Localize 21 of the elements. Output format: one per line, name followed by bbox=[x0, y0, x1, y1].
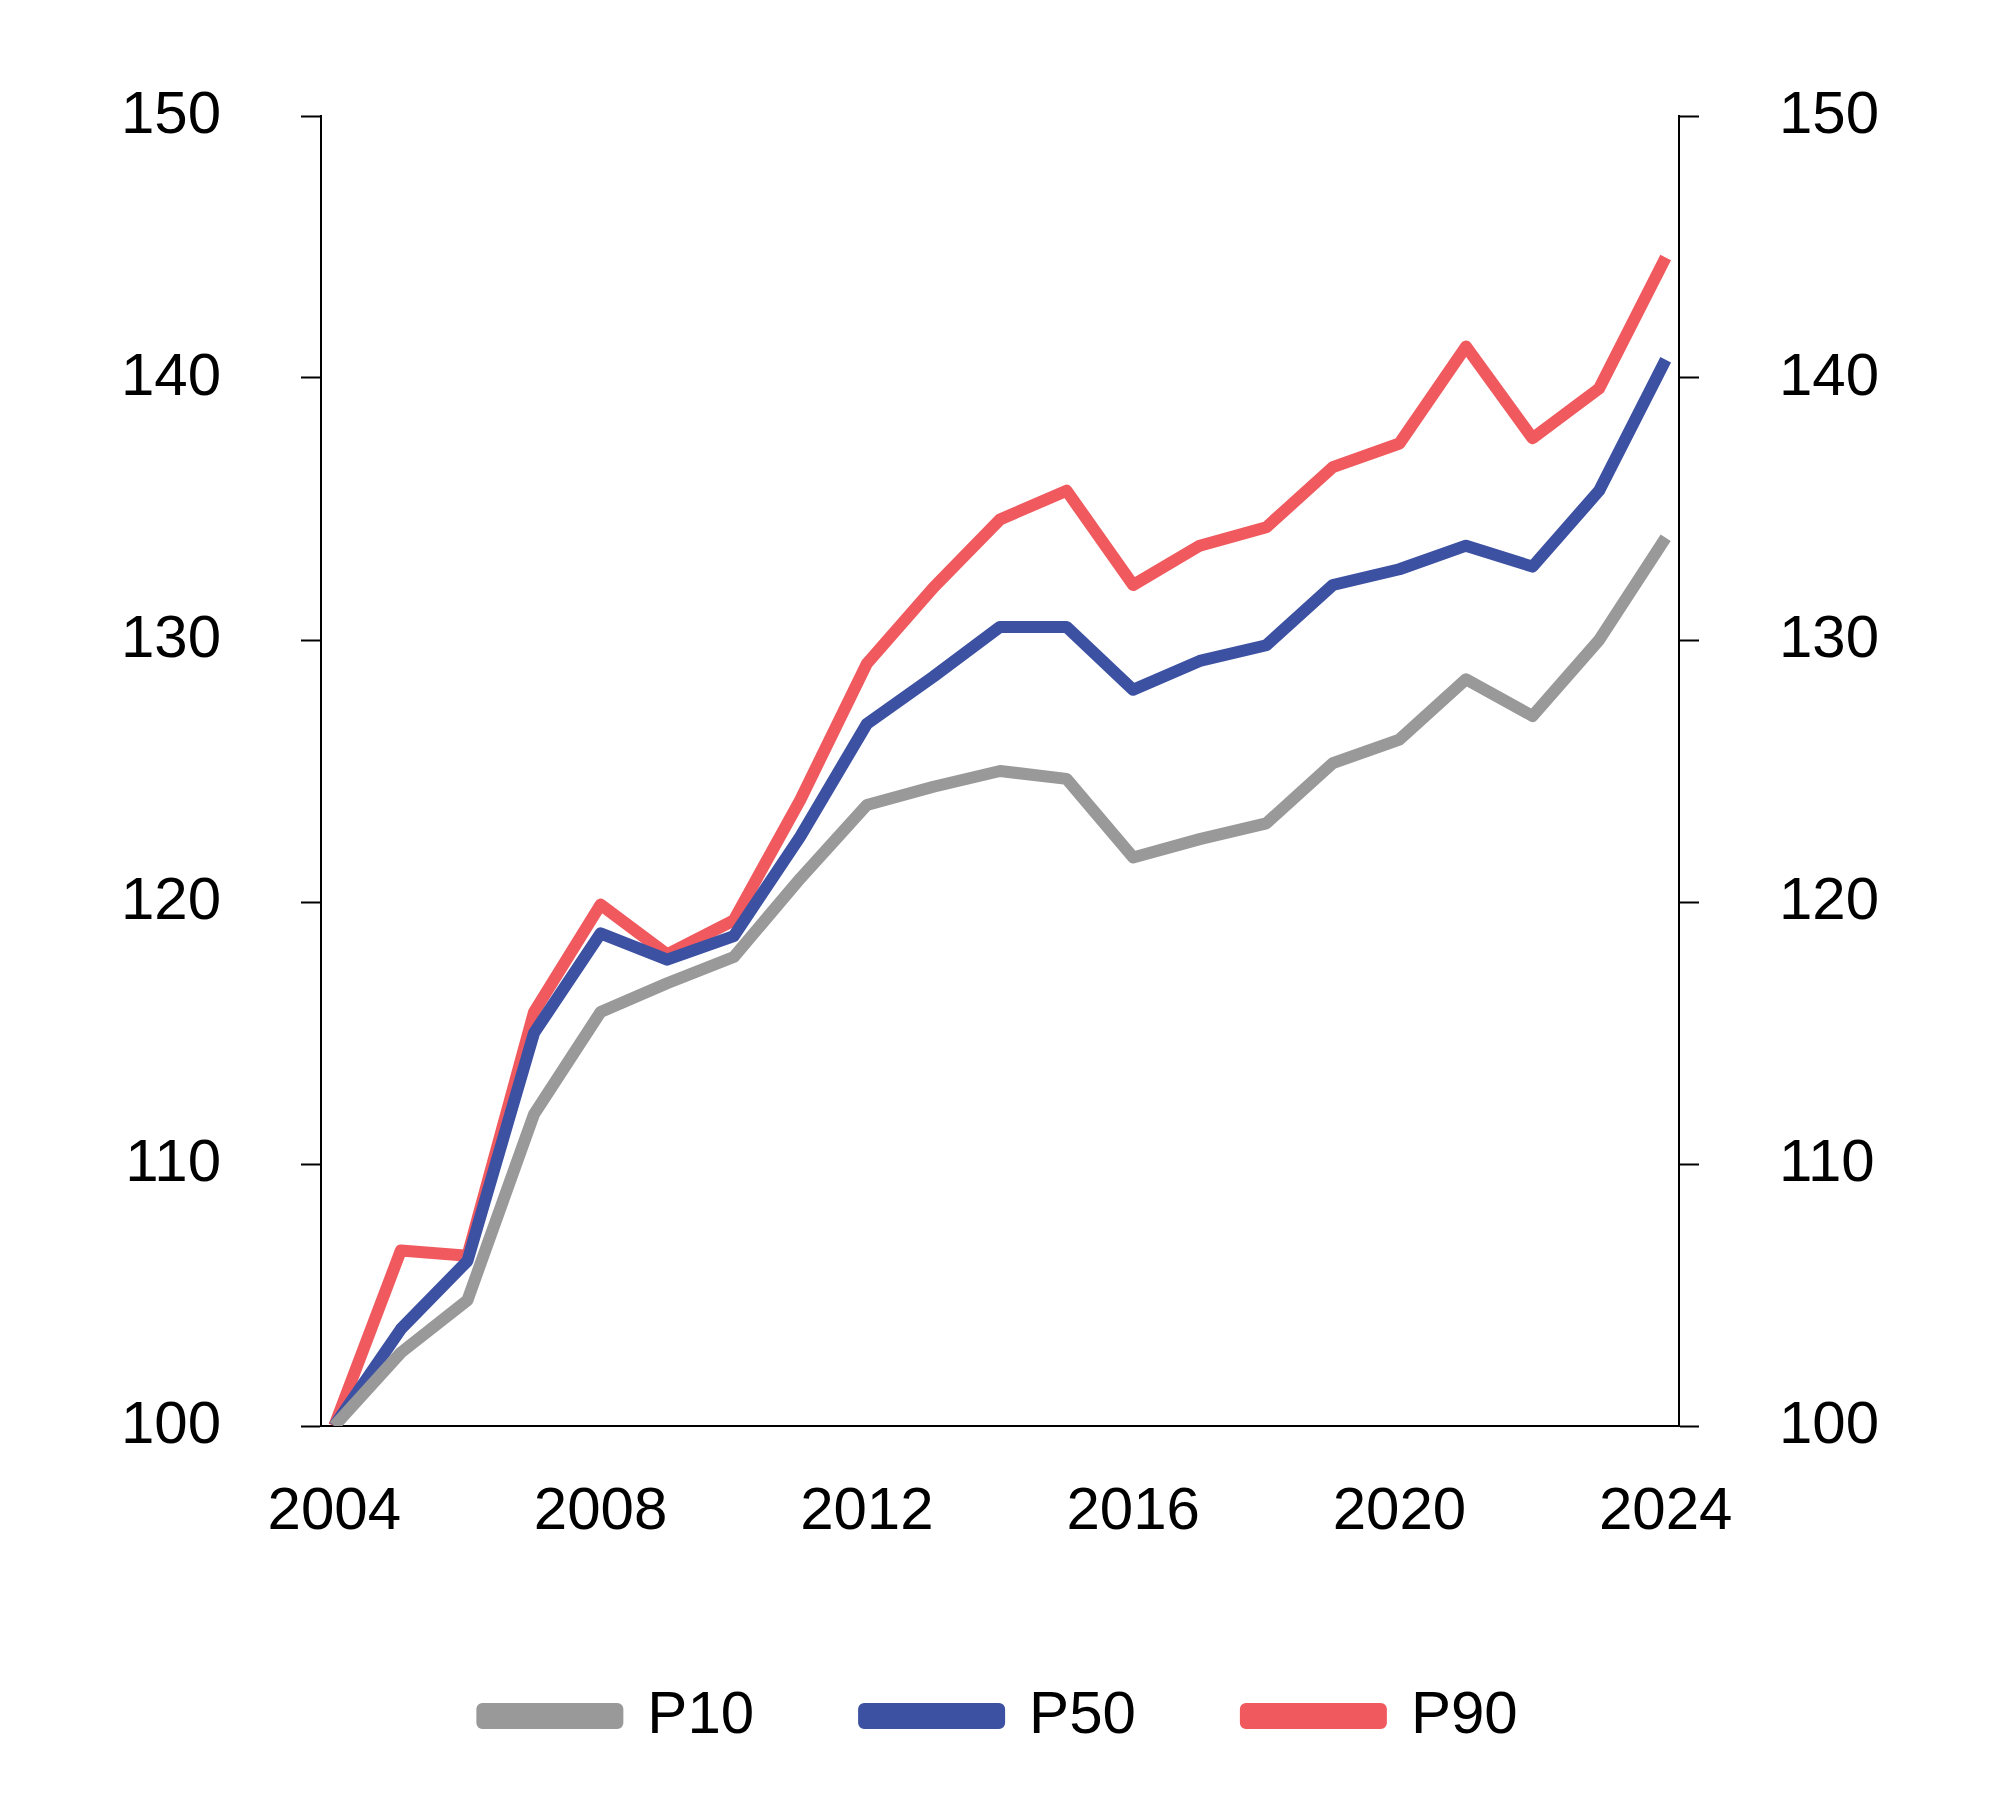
y-tick-label: 150 bbox=[120, 78, 221, 146]
y2-tick-label: 110 bbox=[1779, 1126, 1875, 1194]
x-tick-label: 2024 bbox=[1598, 1474, 1733, 1542]
y2-tick-label: 140 bbox=[1779, 340, 1880, 408]
y2-tick-label: 150 bbox=[1779, 78, 1880, 146]
x-tick-label: 2004 bbox=[267, 1474, 402, 1542]
y-tick-label: 120 bbox=[120, 864, 221, 932]
y-tick-label: 140 bbox=[120, 340, 221, 408]
y2-tick-label: 130 bbox=[1779, 602, 1880, 670]
y-tick-label: 130 bbox=[120, 602, 221, 670]
x-tick-label: 2016 bbox=[1066, 1474, 1200, 1542]
legend-label: P90 bbox=[1410, 1678, 1518, 1746]
y-tick-label: 110 bbox=[125, 1126, 221, 1194]
legend-label: P10 bbox=[647, 1678, 755, 1746]
x-tick-label: 2012 bbox=[800, 1474, 934, 1542]
legend-label: P50 bbox=[1029, 1678, 1136, 1746]
y-tick-label: 100 bbox=[120, 1388, 221, 1456]
y2-tick-label: 120 bbox=[1779, 864, 1880, 932]
y2-tick-label: 100 bbox=[1779, 1388, 1880, 1456]
x-tick-label: 2020 bbox=[1332, 1474, 1467, 1542]
x-tick-label: 2008 bbox=[533, 1474, 668, 1542]
